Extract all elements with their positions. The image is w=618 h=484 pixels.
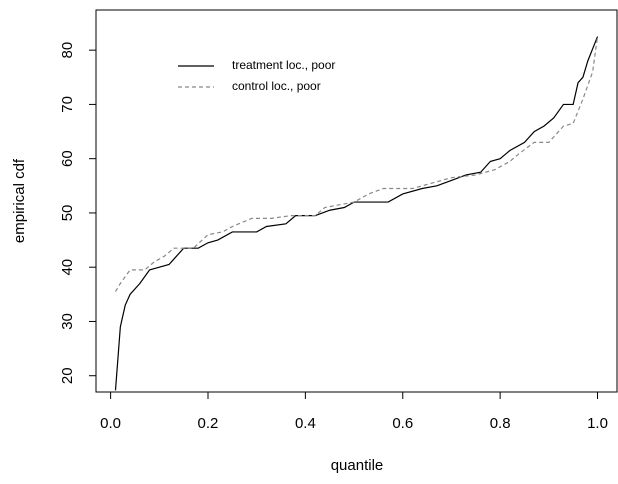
plot-box xyxy=(95,9,618,393)
x-tick-label: 0.0 xyxy=(100,415,121,432)
y-axis-label: empirical cdf xyxy=(11,158,28,243)
y-tick-label: 50 xyxy=(59,205,76,222)
y-tick-label: 40 xyxy=(59,259,76,276)
x-tick-label: 0.2 xyxy=(198,415,219,432)
data-line xyxy=(114,36,599,292)
x-tick-label: 0.6 xyxy=(392,415,413,432)
y-tick-label: 80 xyxy=(59,42,76,59)
legend-label: treatment loc., poor xyxy=(232,58,335,72)
y-tick-label: 20 xyxy=(59,367,76,384)
x-tick-label: 1.0 xyxy=(587,415,608,432)
y-tick-label: 60 xyxy=(59,150,76,167)
y-tick-label: 70 xyxy=(59,96,76,113)
x-tick-label: 0.8 xyxy=(490,415,511,432)
y-tick-label: 30 xyxy=(59,313,76,330)
x-tick-label: 0.4 xyxy=(295,415,316,432)
data-line xyxy=(114,36,599,391)
x-axis-label: quantile xyxy=(331,457,384,474)
legend-label: control loc., poor xyxy=(232,79,321,93)
